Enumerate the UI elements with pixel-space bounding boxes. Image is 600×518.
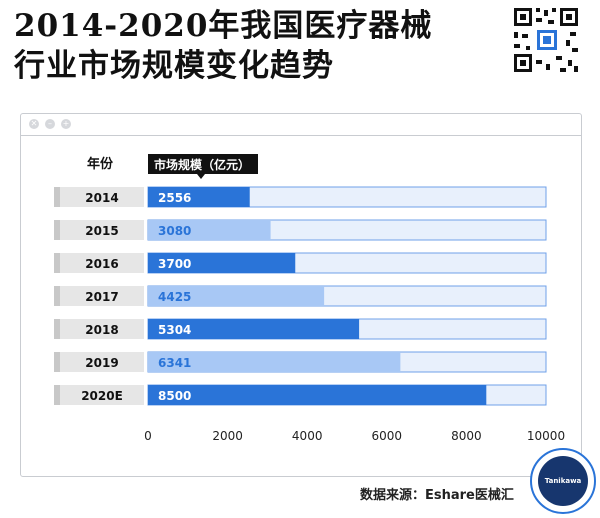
bar — [148, 352, 401, 372]
window-minimize-icon: – — [45, 119, 55, 129]
category-label: 2017 — [85, 290, 118, 304]
data-label: 3700 — [158, 257, 191, 271]
chart-title: 2014-2020年我国医疗器械 行业市场规模变化趋势 — [14, 6, 432, 86]
category-label: 2015 — [85, 224, 118, 238]
year-tab — [54, 286, 144, 306]
data-label: 5304 — [158, 323, 191, 337]
title-line-2: 行业市场规模变化趋势 — [14, 48, 334, 84]
bar — [148, 187, 250, 207]
bar — [148, 253, 296, 273]
data-label: 4425 — [158, 290, 191, 304]
year-tab-edge — [54, 286, 60, 306]
year-tab-edge — [54, 352, 60, 372]
value-header-pointer — [197, 174, 205, 179]
year-tab — [54, 187, 144, 207]
title-line-1: 2014-2020年我国医疗器械 — [14, 8, 433, 44]
value-header-bg — [148, 154, 258, 174]
x-tick-label: 0 — [144, 429, 152, 443]
year-tab — [54, 352, 144, 372]
data-label: 2556 — [158, 191, 191, 205]
year-tab — [54, 319, 144, 339]
category-label: 2014 — [85, 191, 118, 205]
category-label: 2016 — [85, 257, 118, 271]
data-label: 8500 — [158, 389, 191, 403]
year-tab — [54, 253, 144, 273]
data-label: 3080 — [158, 224, 191, 238]
category-header: 年份 — [87, 156, 114, 172]
year-tab-edge — [54, 253, 60, 273]
x-tick-label: 10000 — [527, 429, 565, 443]
x-tick-label: 2000 — [212, 429, 243, 443]
window-close-icon: ✕ — [29, 119, 39, 129]
year-tab-edge — [54, 319, 60, 339]
window-maximize-icon: + — [61, 119, 71, 129]
year-tab — [54, 220, 144, 240]
year-tab-edge — [54, 220, 60, 240]
category-label: 2018 — [85, 323, 118, 337]
window-title-bar: ✕ – + — [21, 114, 581, 136]
value-header: 市场规模（亿元） — [154, 157, 250, 172]
x-tick-label: 6000 — [372, 429, 403, 443]
year-tab-edge — [54, 187, 60, 207]
category-label: 2019 — [85, 356, 118, 370]
brand-badge-text: Tanikawa — [538, 456, 588, 506]
bar — [148, 385, 487, 405]
qr-code-icon — [508, 4, 584, 76]
bar — [148, 220, 271, 240]
brand-badge: Tanikawa — [530, 448, 596, 514]
x-tick-label: 8000 — [451, 429, 482, 443]
year-tab-edge — [54, 385, 60, 405]
bar — [148, 286, 325, 306]
source-note: 数据来源：Eshare医械汇 — [360, 488, 514, 503]
category-label: 2020E — [81, 389, 123, 403]
x-tick-label: 4000 — [292, 429, 323, 443]
data-label: 6341 — [158, 356, 191, 370]
bar — [148, 319, 360, 339]
year-tab — [54, 385, 144, 405]
